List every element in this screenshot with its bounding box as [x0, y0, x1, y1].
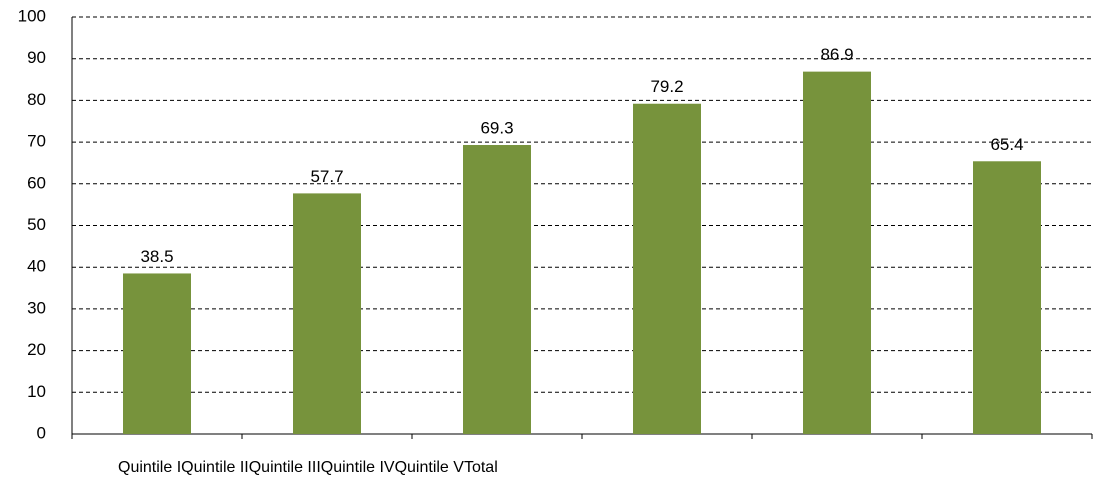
bar	[123, 273, 191, 434]
bar	[463, 145, 531, 435]
y-tick-label: 20	[27, 340, 46, 359]
y-tick-label: 40	[27, 257, 46, 276]
value-label: 65.4	[990, 135, 1023, 154]
bar	[973, 161, 1041, 435]
bar	[293, 193, 361, 434]
y-tick-label: 70	[27, 132, 46, 151]
bar	[633, 103, 701, 435]
value-label: 86.9	[820, 45, 853, 64]
y-tick-label: 90	[27, 48, 46, 67]
x-tick-label: Quintile I	[118, 459, 181, 476]
x-tick-label: Quintile III	[249, 459, 321, 476]
x-tick-label: Quintile IV	[321, 459, 395, 476]
value-label: 38.5	[140, 247, 173, 266]
bar	[803, 71, 871, 434]
y-tick-label: 50	[27, 215, 46, 234]
x-tick-label: Quintile II	[181, 459, 249, 476]
y-tick-label: 100	[18, 6, 46, 25]
y-tick-label: 0	[37, 423, 46, 442]
y-tick-label: 80	[27, 90, 46, 109]
x-tick-label: Quintile V	[395, 459, 465, 476]
x-tick-label: Total	[464, 459, 498, 476]
x-tick-labels: Quintile IQuintile IIQuintile IIIQuintil…	[118, 459, 498, 476]
y-tick-label: 60	[27, 173, 46, 192]
y-tick-label: 30	[27, 298, 46, 317]
value-label: 79.2	[650, 77, 683, 96]
value-label: 57.7	[310, 167, 343, 186]
y-tick-label: 10	[27, 382, 46, 401]
value-label: 69.3	[480, 119, 513, 138]
